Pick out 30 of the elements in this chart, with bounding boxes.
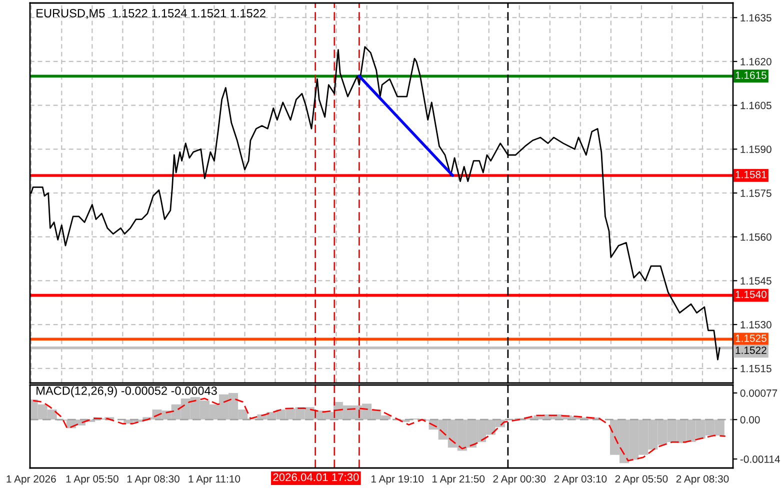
y-tick-label: 1.1515 xyxy=(740,364,772,372)
x-tick-label: 2 Apr 05:50 xyxy=(615,475,668,485)
ref-line-label: 1.1581 xyxy=(736,170,766,178)
x-tick-label: 1 Apr 19:10 xyxy=(371,475,424,485)
y-tick-label: 1.1575 xyxy=(740,190,772,197)
x-tick-label: 2 Apr 00:30 xyxy=(493,475,546,485)
ref-line-label: 1.1522 xyxy=(736,346,766,354)
x-tick-label: 1 Apr 08:30 xyxy=(127,475,180,485)
chart-title: MACD(12,26,9) -0.00052 -0.00043 xyxy=(36,386,217,398)
y-tick-label: 1.1560 xyxy=(740,233,772,241)
y-tick-label: 1.1530 xyxy=(740,321,772,328)
ref-line-label: 1.1525 xyxy=(736,334,766,342)
x-tick-label: 2 Apr 08:30 xyxy=(676,475,729,485)
y-tick-label: 1.1590 xyxy=(740,146,772,154)
x-tick-label: 1 Apr 21:50 xyxy=(432,475,485,485)
y-tick-label: -0.00114 xyxy=(740,456,780,463)
y-tick-label: 0.00077 xyxy=(740,389,778,397)
y-tick-label: 1.1545 xyxy=(740,277,772,285)
ref-line-label: 2026.04.01 17:30 xyxy=(273,473,359,482)
y-tick-label: 1.1620 xyxy=(740,58,772,66)
ref-line-label: 1.1540 xyxy=(736,290,766,298)
ref-line-label: 1.1615 xyxy=(736,71,766,79)
x-tick-label: 1 Apr 2026 xyxy=(6,475,56,485)
y-tick-label: 1.1635 xyxy=(740,14,772,22)
x-tick-label: 2 Apr 03:10 xyxy=(554,475,607,485)
x-tick-label: 1 Apr 11:10 xyxy=(188,475,240,485)
chart-title: EURUSD,M5 1.1522 1.1524 1.1521 1.1522 xyxy=(36,9,266,19)
x-tick-label: 1 Apr 05:50 xyxy=(66,475,118,485)
y-tick-label: 0.00 xyxy=(740,416,760,424)
y-tick-label: 1.1605 xyxy=(740,102,772,110)
